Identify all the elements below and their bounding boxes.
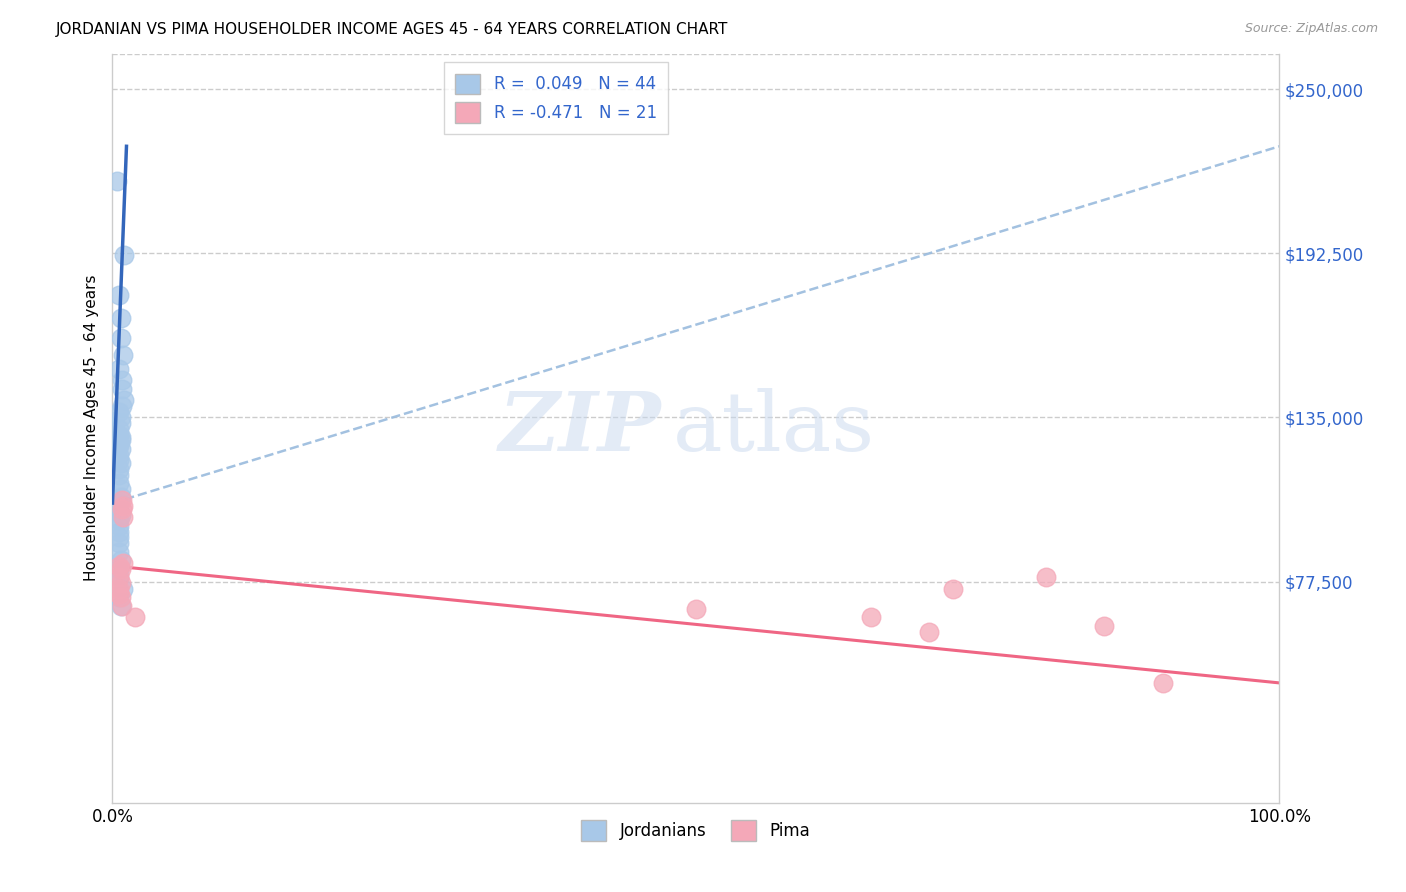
Point <box>108 530 131 544</box>
Point <box>108 524 131 539</box>
Point <box>108 519 131 533</box>
Point <box>105 173 128 187</box>
Point <box>110 310 132 325</box>
Point <box>108 536 131 550</box>
Point <box>108 513 131 527</box>
Point <box>108 427 131 442</box>
Point <box>108 287 131 301</box>
Point <box>108 587 131 601</box>
Point <box>111 399 134 413</box>
Point <box>108 562 131 576</box>
Point <box>110 430 132 444</box>
Text: Source: ZipAtlas.com: Source: ZipAtlas.com <box>1244 22 1378 36</box>
Point <box>111 510 134 524</box>
Point <box>110 442 132 456</box>
Point <box>108 476 131 491</box>
Point <box>111 501 134 516</box>
Point <box>111 348 134 362</box>
Text: JORDANIAN VS PIMA HOUSEHOLDER INCOME AGES 45 - 64 YEARS CORRELATION CHART: JORDANIAN VS PIMA HOUSEHOLDER INCOME AGE… <box>56 22 728 37</box>
Point <box>108 422 131 436</box>
Point <box>111 599 134 613</box>
Point <box>108 436 131 450</box>
Point <box>942 582 965 596</box>
Point <box>110 562 132 576</box>
Point <box>110 599 132 613</box>
Point <box>918 624 941 639</box>
Point <box>110 330 132 344</box>
Point <box>685 601 707 615</box>
Point <box>112 248 135 262</box>
Point <box>110 416 132 430</box>
Point <box>108 501 131 516</box>
Legend: Jordanians, Pima: Jordanians, Pima <box>571 810 821 851</box>
Point <box>124 610 146 624</box>
Point <box>108 462 131 476</box>
Point <box>108 570 131 584</box>
Point <box>1152 676 1174 690</box>
Point <box>110 491 132 505</box>
Point <box>1094 619 1116 633</box>
Point <box>110 576 132 591</box>
Point <box>110 456 132 470</box>
Point <box>108 582 131 596</box>
Point <box>110 591 132 605</box>
Point <box>108 467 131 482</box>
Point <box>108 453 131 467</box>
Point <box>108 544 131 558</box>
Point <box>110 508 132 522</box>
Point <box>112 393 135 408</box>
Point <box>110 482 132 496</box>
Point <box>108 558 131 573</box>
Point <box>860 610 883 624</box>
Point <box>111 582 134 596</box>
Point <box>111 493 134 508</box>
Y-axis label: Householder Income Ages 45 - 64 years: Householder Income Ages 45 - 64 years <box>83 275 98 582</box>
Point <box>110 434 132 448</box>
Text: atlas: atlas <box>672 388 875 468</box>
Point <box>108 496 131 510</box>
Point <box>108 570 131 584</box>
Point <box>110 410 132 425</box>
Point <box>108 439 131 453</box>
Text: ZIP: ZIP <box>498 388 661 468</box>
Point <box>111 373 134 387</box>
Point <box>1035 570 1057 584</box>
Point <box>108 448 131 462</box>
Point <box>108 591 131 605</box>
Point <box>111 556 134 570</box>
Point <box>111 382 134 396</box>
Point <box>111 499 134 513</box>
Point <box>108 405 131 419</box>
Point <box>110 553 132 567</box>
Point <box>108 362 131 376</box>
